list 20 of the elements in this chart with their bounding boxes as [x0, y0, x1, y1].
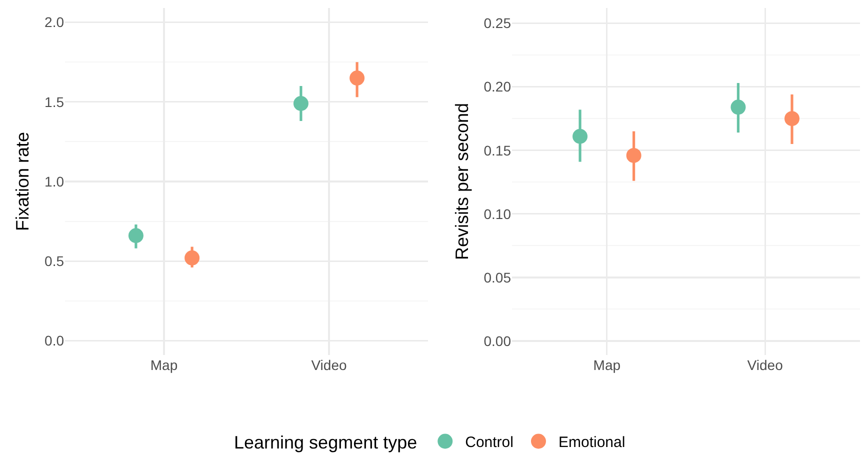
- legend-label: Control: [465, 434, 514, 452]
- y-tick-label: 0.5: [44, 252, 64, 269]
- y-tick-label: 0.10: [484, 206, 512, 222]
- y-tick-label: 0.25: [484, 15, 512, 32]
- y-tick-label: 0.15: [484, 142, 512, 158]
- y-tick-label: 1.0: [44, 173, 64, 190]
- legend-label: Emotional: [558, 434, 626, 452]
- y-tick-label: 2.0: [44, 14, 64, 30]
- x-tick-label: Video: [747, 357, 784, 373]
- y-axis-title: Fixation rate: [12, 132, 33, 232]
- y-tick-label: 1.5: [44, 94, 64, 110]
- y-tick-label: 0.0: [44, 332, 64, 349]
- legend-title: Learning segment type: [234, 432, 418, 452]
- y-tick-label: 0.00: [484, 332, 512, 349]
- y-tick-label: 0.05: [484, 269, 512, 286]
- x-tick-label: Map: [150, 357, 178, 373]
- y-axis-title: Revisits per second: [452, 102, 472, 260]
- x-tick-label: Video: [311, 357, 347, 373]
- x-tick-label: Map: [593, 357, 621, 373]
- y-tick-label: 0.20: [484, 78, 512, 95]
